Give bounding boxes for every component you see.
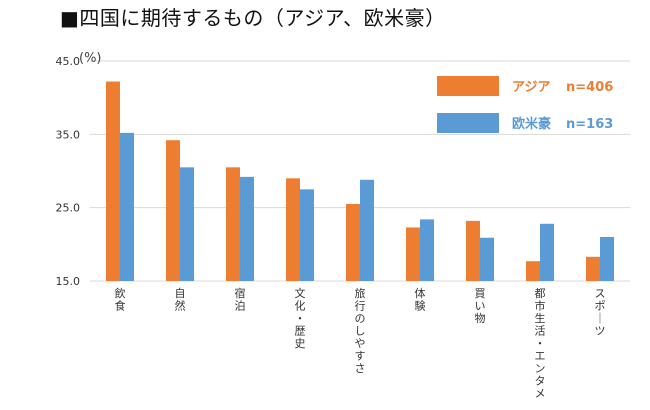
bar-asia [406,227,420,281]
bar-western [540,223,554,281]
bar-western [300,189,314,281]
y-tick-label: 25.0 [56,202,81,215]
legend-swatch-western [437,113,499,133]
x-tick-label: 買い物 [475,287,486,325]
bar-asia [526,261,540,281]
x-tick-label: 文化・歴史 [295,286,306,350]
legend-n-label: n=406 [566,80,613,95]
bar-western [360,179,374,281]
bar-asia [346,204,360,281]
legend-swatch-asia [437,76,499,96]
legend-label: 欧米豪 [512,116,551,132]
bar-asia [286,178,300,281]
bar-western [420,219,434,281]
bar-asia [166,140,180,281]
y-unit-label: (%) [79,51,102,66]
bar-western [240,176,254,281]
x-tick-label: 旅行のしやすさ [355,286,366,375]
x-tick-label: 体験 [415,286,426,313]
bar-asia [226,167,240,281]
x-tick-label: 自然 [175,287,186,313]
bar-western [180,167,194,281]
y-tick-label: 35.0 [56,128,81,141]
bar-asia [586,256,600,281]
bar-asia [106,81,120,282]
x-tick-label: 飲食 [115,286,126,313]
bar-asia [466,220,480,281]
y-tick-label: 15.0 [56,275,81,288]
x-tick-label: 宿泊 [235,286,246,313]
bar-western [480,237,494,281]
bar-western [600,237,614,281]
legend-n-label: n=163 [566,117,613,132]
legend-label: アジア [512,80,550,95]
chart-title: ■四国に期待するもの（アジア、欧米豪） [60,6,446,30]
y-tick-label: 45.0 [56,55,81,68]
x-tick-label: スポ｜ツ [595,287,606,338]
bar-western [120,132,134,281]
x-tick-label: 都市生活・エンタメ [535,287,546,400]
